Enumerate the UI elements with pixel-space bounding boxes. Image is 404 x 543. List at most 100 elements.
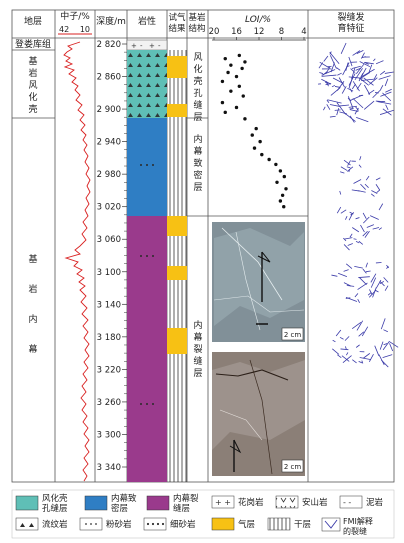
header-gas-test: 试气结果 (168, 12, 186, 34)
fracture-mark (331, 274, 338, 277)
legend-swatch-rhyolite (15, 517, 39, 531)
fracture-mark (385, 104, 389, 111)
legend-label: 安山岩 (302, 497, 328, 508)
loi-point (278, 199, 283, 203)
lith-tight-zone (127, 118, 167, 216)
header-formation: 地层 (24, 15, 42, 27)
fracture-mark (354, 265, 363, 269)
loi-point (237, 53, 242, 58)
fracture-mark (355, 344, 360, 348)
fracture-mark (347, 96, 354, 109)
fracture-mark (342, 62, 350, 76)
legend-label: 泥岩 (366, 497, 384, 508)
fracture-mark (349, 88, 353, 93)
fracture-mark (356, 82, 362, 90)
legend-label: 内幕裂缝层 (173, 493, 199, 514)
fracture-mark (375, 177, 381, 181)
legend-label: 花岗岩 (238, 497, 264, 508)
fracture-mark (321, 78, 332, 85)
fracture-mark (336, 102, 346, 115)
formation-inner-basement: 基岩内幕 (28, 253, 37, 355)
fracture-mark (377, 101, 392, 105)
fracture-mark (363, 61, 369, 65)
fracture-mark (345, 263, 353, 269)
fracture-mark (369, 215, 379, 220)
legend-swatch-fine-sandstone (143, 517, 167, 531)
fracture-mark (357, 282, 368, 290)
fracture-mark (345, 297, 351, 299)
fracture-mark (323, 106, 326, 111)
fracture-mark (358, 361, 363, 364)
formation-column: 登娄库组 基岩风化壳 基岩内幕 (15, 38, 51, 355)
depth-tick-label: 3 060 (97, 235, 121, 245)
fracture-mark (386, 265, 389, 269)
fracture-mark (337, 72, 342, 76)
legend-label: FMI解释的裂缝 (343, 516, 373, 536)
fracture-mark (364, 62, 374, 65)
fracture-mark (383, 329, 388, 333)
fracture-mark (382, 341, 390, 351)
core-photo-1: 2 cm (212, 222, 305, 342)
fracture-mark (379, 281, 384, 284)
fracture-mark (369, 289, 373, 296)
header-neutron-right: 10 (80, 25, 90, 34)
depth-tick-label: 3 180 (97, 333, 121, 343)
fracture-mark (336, 107, 340, 116)
fracture-mark (362, 353, 371, 359)
fracture-mark (330, 62, 335, 73)
svg-text:-: - (140, 42, 143, 50)
legend-label: 内幕致密层 (111, 493, 137, 514)
header-structure: 基岩结构 (188, 12, 206, 34)
loi-point (229, 63, 233, 67)
fracture-mark (339, 336, 344, 340)
fracture-mark (355, 63, 365, 75)
loi-point (252, 146, 257, 150)
fracture-mark (379, 341, 384, 350)
fracture-mark (383, 343, 388, 346)
depth-tick-label: 2 900 (97, 105, 121, 115)
fracture-mark (334, 86, 341, 88)
lithology-column: + - + - (126, 39, 168, 482)
fracture-mark (363, 84, 371, 95)
fracture-mark (373, 58, 376, 62)
loi-point (254, 126, 258, 131)
fracture-mark (329, 115, 336, 118)
fracture-mark (358, 240, 364, 245)
fracture-mark (359, 357, 372, 361)
depth-tick-label: 2 820 (97, 40, 121, 50)
fracture-mark (363, 216, 370, 224)
fracture-mark (361, 78, 375, 81)
fracture-mark (356, 50, 364, 54)
fracture-mark (351, 65, 361, 69)
depth-tick-label: 2 940 (97, 138, 121, 148)
fracture-mark (360, 73, 364, 78)
fracture-mark (346, 166, 351, 169)
fracture-mark (329, 104, 340, 107)
fracture-mark (340, 166, 348, 171)
fracture-mark (343, 282, 352, 287)
fracture-mark (327, 65, 332, 68)
gas-layer (167, 216, 187, 236)
fracture-mark (343, 237, 347, 242)
fracture-mark (329, 51, 340, 65)
structure-column: 风化壳孔缝层 内幕致密层 内幕裂缝层 (193, 52, 202, 379)
loi-point (223, 56, 227, 61)
fracture-mark (372, 227, 380, 230)
fracture-mark (378, 227, 382, 231)
fracture-mark (340, 42, 347, 54)
svg-text:+: + (131, 42, 137, 50)
fracture-mark (380, 91, 392, 97)
fracture-mark (321, 74, 337, 77)
legend-swatch-fracture (321, 517, 341, 532)
loi-point (267, 157, 271, 162)
fracture-mark (338, 77, 346, 88)
fracture-mark (355, 217, 360, 220)
loi-tick-label: 4 (301, 27, 306, 37)
fracture-mark (341, 355, 350, 362)
fracture-mark (384, 78, 389, 87)
legend-swatch-dry (267, 517, 291, 531)
fracture-mark (375, 184, 381, 191)
fracture-mark (370, 277, 377, 288)
fracture-mark (361, 68, 375, 77)
table-grid (11, 9, 395, 483)
